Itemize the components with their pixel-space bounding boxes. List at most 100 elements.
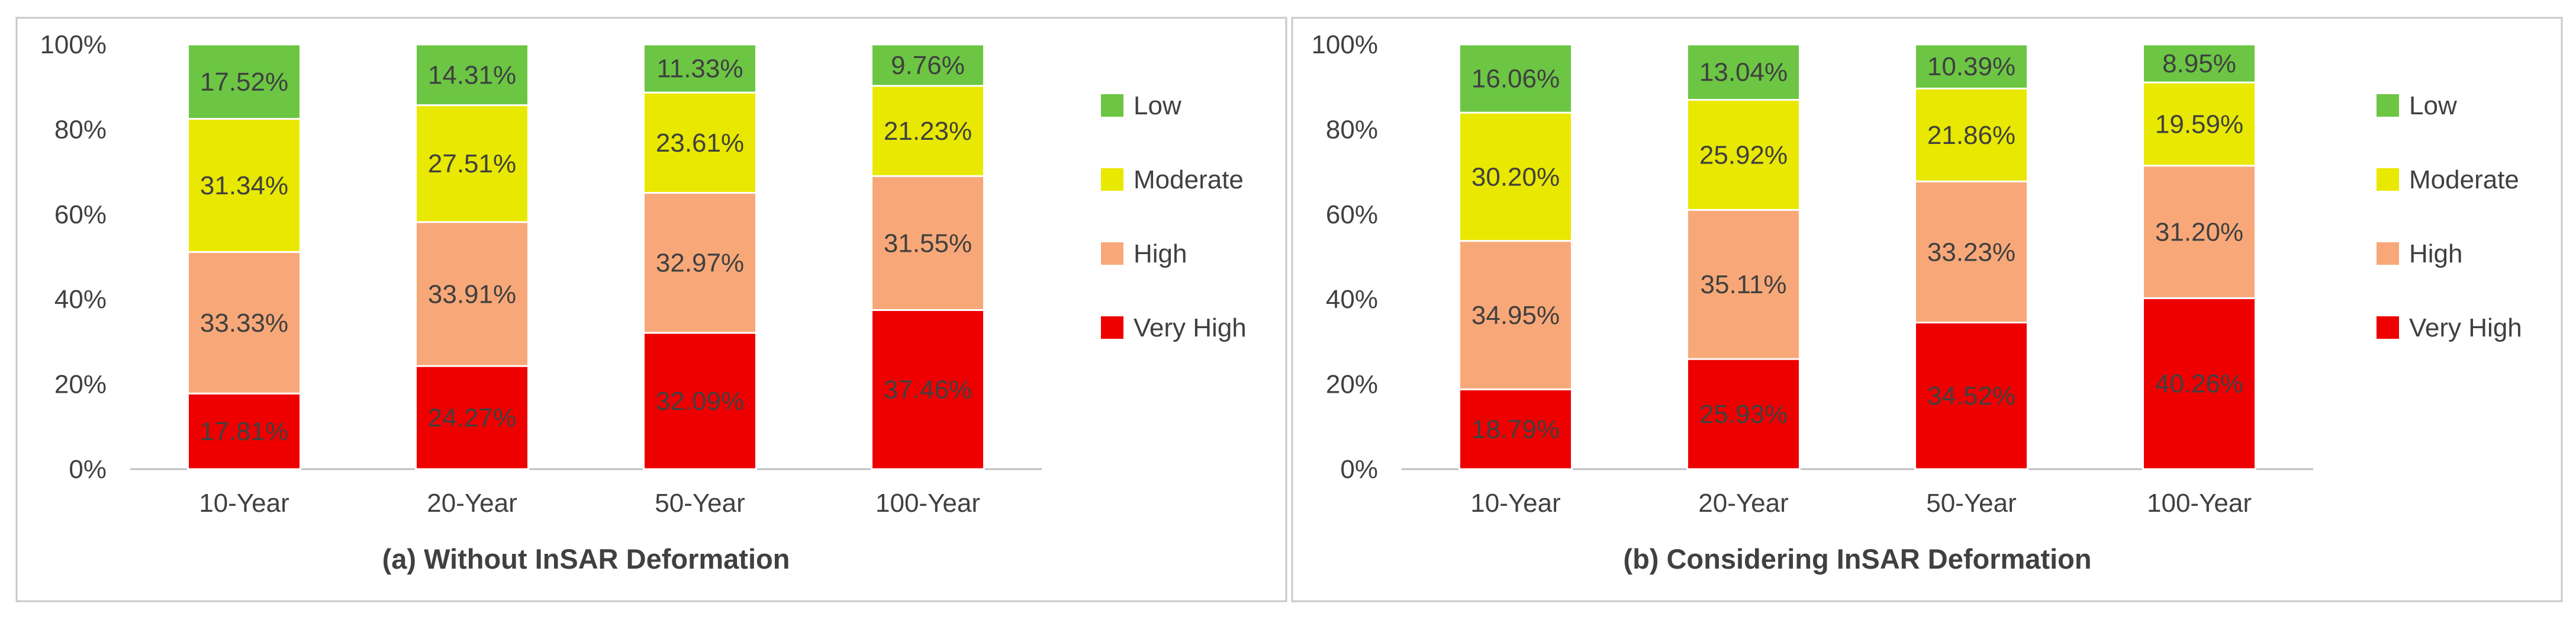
data-label: 23.61% [656, 129, 744, 158]
data-label: 33.91% [428, 280, 516, 309]
legend-label: Moderate [2409, 165, 2519, 194]
bar-segment-high [871, 175, 985, 311]
data-label: 13.04% [1699, 58, 1788, 87]
data-label: 32.09% [656, 387, 744, 416]
bar-segment-moderate [643, 91, 757, 194]
legend-label: Low [1134, 91, 1181, 120]
chart-title: (b) Considering InSAR Deformation [1623, 543, 2091, 575]
bar-segment-very-high [1686, 358, 1801, 470]
x-tick-label: 20-Year [1698, 489, 1789, 518]
x-tick-label: 100-Year [875, 489, 980, 518]
bar-segment-moderate [415, 104, 529, 223]
data-label: 14.31% [428, 60, 516, 89]
bar-segment-low [2142, 43, 2256, 84]
chart-panel-0: 0% 20% 40% 60% 80% 100% 17.81% 33.33% 31.34% 17.5… [15, 17, 1287, 602]
y-tick-label: 100% [1311, 30, 1378, 59]
y-tick-label: 100% [40, 30, 107, 59]
data-label: 9.76% [891, 51, 965, 80]
legend-label: Very High [2409, 313, 2522, 342]
bar-segment-low [643, 43, 757, 94]
y-tick-label: 0% [69, 455, 107, 484]
data-label: 31.20% [2155, 217, 2243, 246]
y-tick-label: 80% [54, 115, 107, 144]
data-label: 31.34% [200, 171, 288, 200]
data-label: 8.95% [2162, 49, 2236, 78]
data-label: 11.33% [657, 54, 743, 84]
bar-segment-high [1458, 240, 1573, 390]
bar-segment-moderate [1914, 87, 2028, 182]
y-tick-label: 20% [1326, 370, 1378, 399]
data-label: 34.52% [1927, 381, 2015, 410]
bar-segment-moderate [187, 118, 301, 253]
data-label: 33.23% [1927, 238, 2015, 267]
bar-segment-very-high [187, 392, 301, 470]
legend-swatch [2377, 316, 2399, 339]
data-label: 21.86% [1927, 121, 2015, 150]
data-label: 16.06% [1471, 65, 1560, 94]
y-tick-label: 80% [1326, 115, 1378, 144]
x-tick-label: 50-Year [655, 489, 745, 518]
y-tick-label: 60% [54, 200, 107, 229]
x-tick-label: 10-Year [199, 489, 289, 518]
data-label: 25.93% [1699, 400, 1788, 429]
data-label: 17.81% [200, 417, 288, 446]
legend-swatch [1101, 242, 1123, 265]
bar-segment-low [1914, 43, 2028, 89]
legend: Low Moderate High Very High [2377, 91, 2522, 342]
data-label: 34.95% [1471, 301, 1560, 330]
data-label: 24.27% [428, 403, 516, 432]
data-label: 27.51% [428, 149, 516, 178]
legend-swatch [1101, 94, 1123, 117]
bar-segment-moderate [871, 85, 985, 177]
bar-segment-high [1914, 180, 2028, 323]
data-label: 17.52% [200, 68, 288, 97]
data-label: 18.79% [1471, 415, 1560, 444]
data-label: 40.26% [2155, 370, 2243, 399]
chart-panel-1: 0% 20% 40% 60% 80% 100% 18.79% 34.95% 30.20% 16.0… [1291, 17, 2563, 602]
bar-segment-high [1686, 209, 1801, 360]
bar-segment-very-high [643, 332, 757, 470]
data-label: 33.33% [200, 309, 288, 338]
data-label: 32.97% [656, 249, 744, 278]
legend-label: High [1134, 239, 1187, 268]
legend-label: Moderate [1134, 165, 1244, 194]
data-label: 10.39% [1927, 52, 2015, 81]
bar-segment-low [415, 43, 529, 107]
y-tick-label: 60% [1326, 200, 1378, 229]
legend: Low Moderate High Very High [1101, 91, 1247, 342]
bar-segment-very-high [1458, 388, 1573, 470]
x-tick-label: 20-Year [427, 489, 517, 518]
bar-segment-low [871, 43, 985, 87]
data-label: 35.11% [1701, 270, 1787, 299]
bar-segment-high [643, 192, 757, 334]
data-label: 37.46% [884, 376, 972, 405]
legend-label: High [2409, 239, 2463, 268]
data-label: 19.59% [2155, 110, 2243, 139]
legend-label: Low [2409, 91, 2457, 120]
x-tick-label: 10-Year [1470, 489, 1561, 518]
bar-segment-very-high [871, 309, 985, 470]
chart-title: (a) Without InSAR Deformation [382, 543, 790, 575]
legend-swatch [2377, 242, 2399, 265]
y-tick-label: 40% [54, 285, 107, 314]
bar-segment-high [2142, 165, 2256, 299]
bar-segment-high [415, 221, 529, 367]
data-label: 25.92% [1699, 140, 1788, 169]
y-tick-label: 0% [1340, 455, 1378, 484]
x-tick-label: 100-Year [2147, 489, 2252, 518]
data-label: 21.23% [884, 117, 972, 146]
legend-label: Very High [1134, 313, 1247, 342]
legend-swatch [2377, 168, 2399, 191]
legend-swatch [1101, 168, 1123, 191]
y-tick-label: 20% [54, 370, 107, 399]
data-label: 31.55% [884, 229, 972, 258]
x-tick-label: 50-Year [1926, 489, 2017, 518]
bar-segment-low [1686, 43, 1801, 101]
y-tick-label: 40% [1326, 285, 1378, 314]
bar-segment-moderate [1458, 111, 1573, 242]
legend-swatch [1101, 316, 1123, 339]
bar-segment-low [1458, 43, 1573, 114]
bar-segment-very-high [415, 365, 529, 470]
data-label: 30.20% [1471, 162, 1560, 191]
